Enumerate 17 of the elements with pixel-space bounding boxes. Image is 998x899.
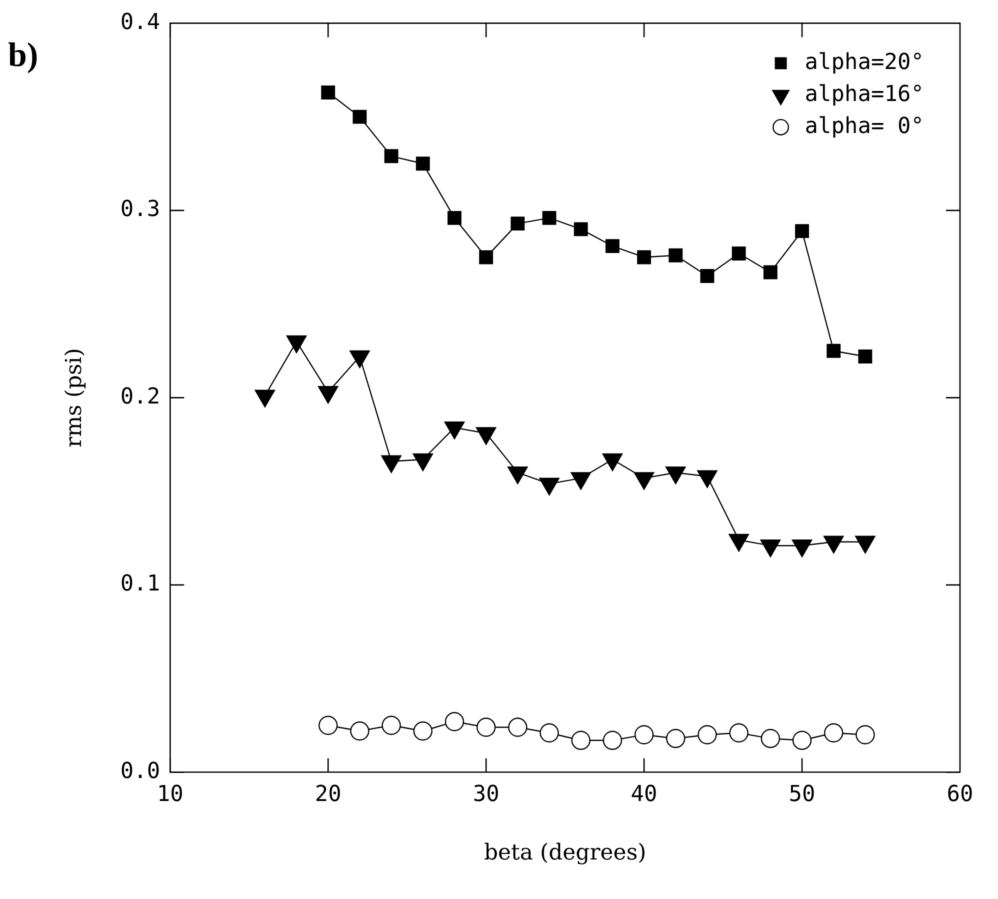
y-axis-title: rms (psi)	[62, 348, 87, 448]
legend-label: alpha=20°	[804, 50, 924, 75]
y-tick-label: 0.4	[120, 10, 160, 35]
x-tick-label: 30	[472, 782, 500, 808]
legend-label: alpha= 0°	[804, 114, 924, 139]
y-tick-label: 0.2	[120, 384, 160, 410]
x-axis-title: beta (degrees)	[484, 840, 646, 866]
x-tick-label: 60	[946, 782, 974, 808]
x-tick-label: 50	[788, 782, 816, 808]
y-tick-label: 0.1	[120, 572, 160, 597]
legend-label: alpha=16°	[804, 82, 924, 107]
text: b)	[8, 36, 38, 74]
x-tick-label: 20	[314, 782, 342, 808]
x-tick-label: 10	[156, 782, 184, 808]
y-tick-label: 0.3	[120, 197, 160, 222]
x-tick-label: 40	[630, 782, 658, 808]
y-tick-label: 0.0	[120, 758, 160, 784]
